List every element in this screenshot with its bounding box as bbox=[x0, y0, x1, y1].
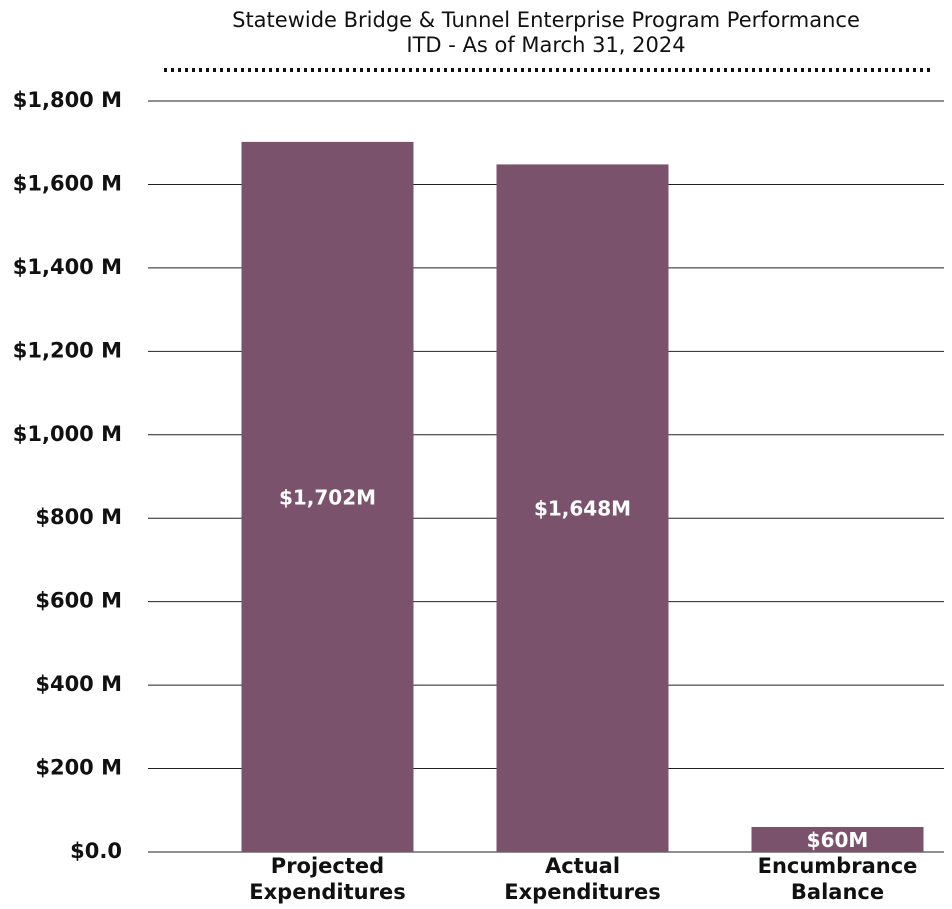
x-tick-label: Actual Expenditures bbox=[504, 854, 661, 904]
bar bbox=[496, 164, 669, 852]
y-tick-label: $1,800 M bbox=[13, 88, 122, 112]
value-label: $1,702M bbox=[279, 485, 376, 509]
y-tick-label: $1,000 M bbox=[13, 422, 122, 446]
x-tick-label: Encumbrance Balance bbox=[757, 854, 918, 904]
y-tick-label: $1,600 M bbox=[13, 171, 122, 195]
y-tick-label: $1,200 M bbox=[13, 338, 122, 362]
bar bbox=[751, 826, 924, 852]
y-tick-label: $400 M bbox=[35, 672, 122, 696]
x-tick-label: Projected Expenditures bbox=[249, 854, 406, 904]
chart-subtitle: ITD - As of March 31, 2024 bbox=[406, 33, 685, 57]
chart-title: Statewide Bridge & Tunnel Enterprise Pro… bbox=[232, 8, 860, 32]
bar bbox=[241, 141, 414, 853]
value-label: $1,648M bbox=[534, 497, 631, 521]
y-tick-label: $1,400 M bbox=[13, 255, 122, 279]
value-label: $60M bbox=[807, 828, 869, 852]
y-tick-label: $600 M bbox=[35, 589, 122, 613]
y-tick-label: $200 M bbox=[35, 756, 122, 780]
y-tick-label: $800 M bbox=[35, 505, 122, 529]
y-tick-label: $0.0 bbox=[70, 839, 122, 863]
